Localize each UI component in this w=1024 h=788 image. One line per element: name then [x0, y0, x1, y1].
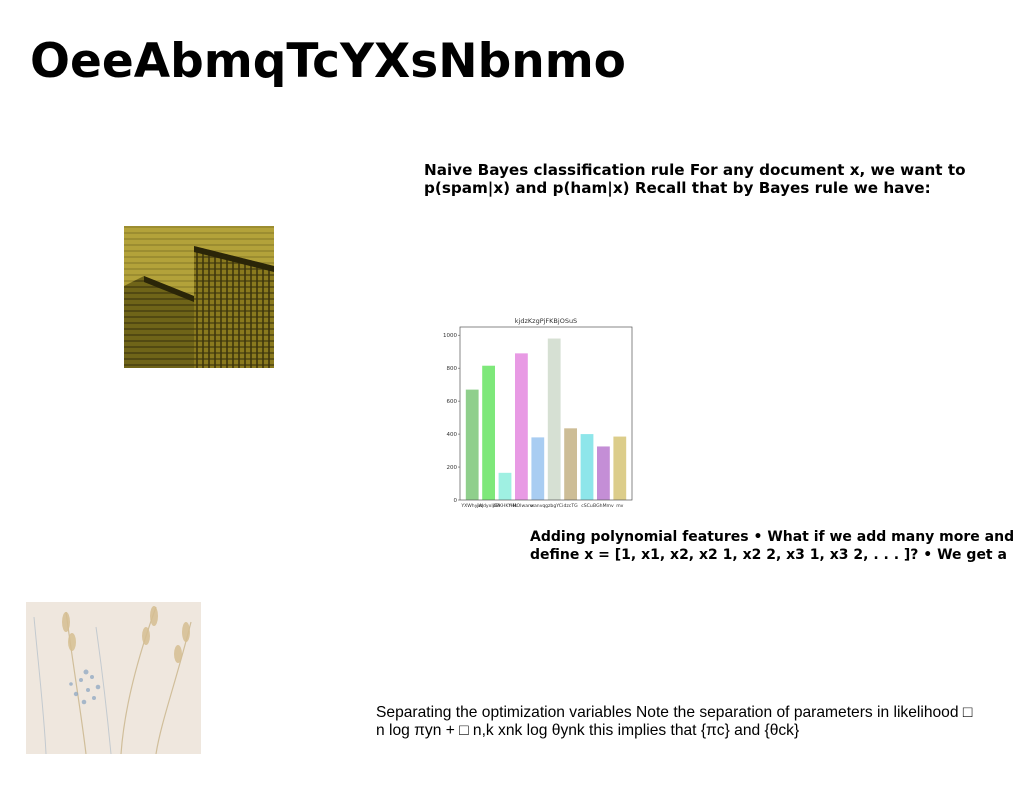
slide-title: OeeAbmqTcYXsNbnmo — [30, 34, 626, 89]
bar-7 — [580, 434, 594, 500]
y-tick-label: 0 — [454, 498, 458, 504]
chart-title: kjdzKzgPjFKBjOSuS — [515, 317, 577, 325]
bar-9 — [613, 436, 627, 500]
x-tick-label: mv — [616, 504, 623, 509]
dried-flowers-photo — [26, 602, 201, 754]
bar-4 — [531, 437, 545, 500]
bar-5 — [547, 338, 561, 500]
x-tick-label: wanvq — [530, 504, 545, 509]
bar-3 — [515, 353, 528, 500]
bar-2 — [498, 472, 512, 500]
text-block-naive-bayes: Naive Bayes classification rule For any … — [424, 161, 966, 197]
y-tick-label: 200 — [447, 465, 458, 471]
bar-0 — [465, 389, 479, 500]
x-tick-label: cSCu — [581, 503, 593, 509]
y-tick-label: 400 — [447, 432, 458, 438]
bar-6 — [564, 428, 577, 500]
x-tick-label: jWdyxIjEA — [476, 503, 501, 509]
y-tick-label: 1000 — [443, 333, 457, 339]
x-tick-label: HMOIwanx — [509, 503, 534, 509]
bar-1 — [482, 365, 495, 500]
building-photo — [124, 226, 274, 368]
y-tick-label: 800 — [447, 366, 458, 372]
plot-frame — [459, 326, 633, 501]
x-tick-label: dzcTG — [563, 503, 578, 509]
bar-chart: kjdzKzgPjFKBjOSuS 0 200 400 600 800 1000 YXWh… — [443, 317, 633, 509]
x-tick-label: dBKHKYHk — [493, 503, 518, 509]
y-tick-label: 600 — [447, 399, 458, 405]
x-tick-label: gzbgYCi — [545, 503, 563, 509]
x-tick-label: YXWhyvq — [460, 503, 483, 509]
text-block-polynomial-features: Adding polynomial features • What if we … — [530, 529, 1015, 563]
x-tick-label: BGhMmv — [593, 503, 614, 509]
text-block-optimization: Separating the optimization variables No… — [376, 704, 973, 739]
bar-8 — [597, 446, 610, 500]
